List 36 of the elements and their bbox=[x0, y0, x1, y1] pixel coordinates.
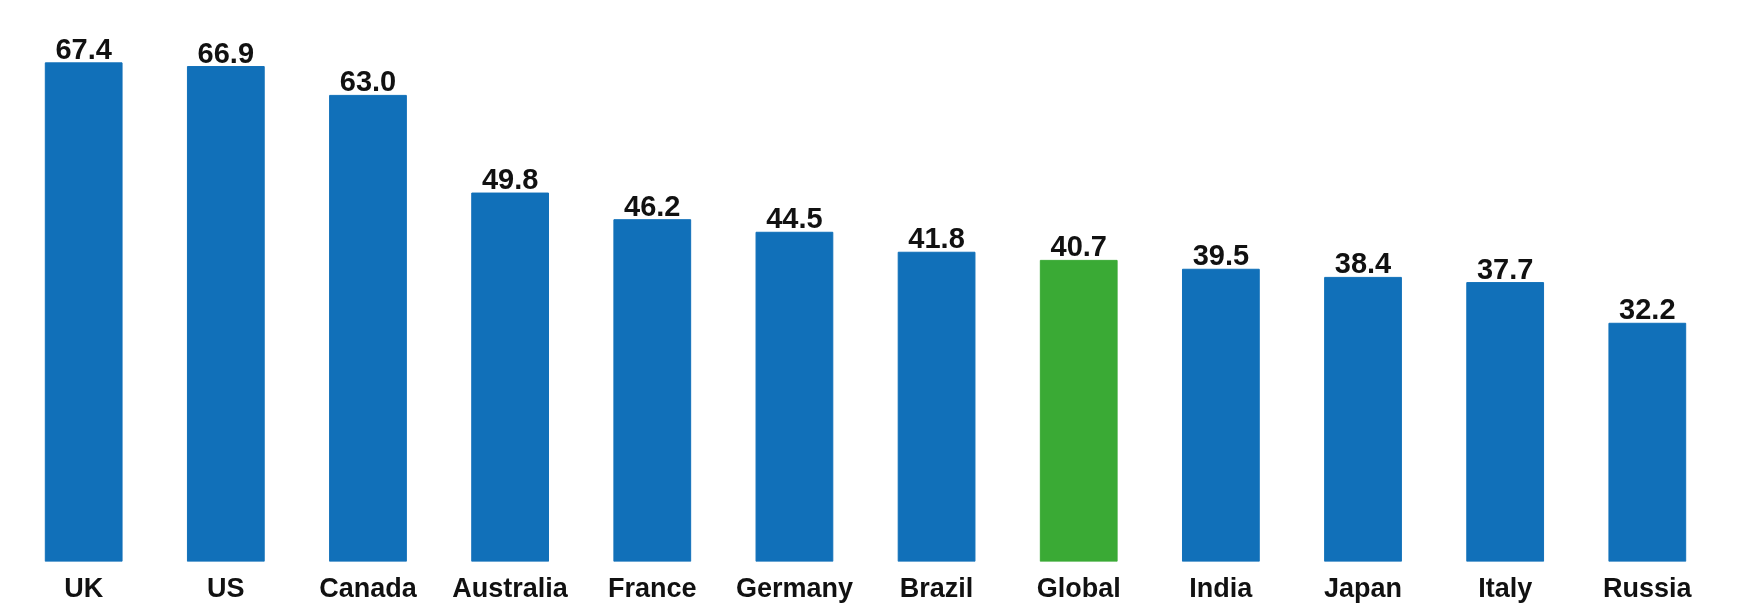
data-label: 38.4 bbox=[1334, 247, 1392, 280]
data-label: 39.5 bbox=[1192, 239, 1250, 272]
data-label: 37.7 bbox=[1476, 252, 1534, 285]
bar bbox=[897, 251, 976, 562]
bar bbox=[329, 94, 407, 562]
bar bbox=[44, 62, 123, 562]
x-tick-label: Italy bbox=[1478, 572, 1533, 603]
bar bbox=[471, 192, 550, 562]
bar bbox=[1181, 268, 1260, 562]
data-label: 40.7 bbox=[1050, 230, 1107, 263]
bar bbox=[186, 66, 265, 562]
bar bbox=[613, 219, 692, 562]
x-tick-label: UK bbox=[64, 572, 104, 603]
bar bbox=[755, 231, 834, 562]
data-label: 66.9 bbox=[197, 36, 255, 69]
x-tick-label: Brazil bbox=[899, 572, 974, 603]
x-tick-label: India bbox=[1189, 572, 1254, 603]
data-label: 67.4 bbox=[55, 32, 112, 65]
data-label: 63.0 bbox=[339, 65, 397, 98]
data-label: 32.2 bbox=[1619, 293, 1676, 326]
x-tick-label: Canada bbox=[319, 572, 418, 603]
data-label: 41.8 bbox=[908, 222, 965, 255]
bar bbox=[1466, 282, 1545, 562]
x-tick-label: Japan bbox=[1324, 572, 1403, 603]
bar bbox=[1324, 276, 1402, 562]
x-tick-label: France bbox=[608, 572, 697, 603]
x-tick-label: Global bbox=[1036, 572, 1121, 603]
data-label: 49.8 bbox=[481, 163, 539, 196]
data-label: 44.5 bbox=[766, 202, 823, 235]
x-tick-label: US bbox=[207, 572, 245, 603]
x-tick-label: Germany bbox=[735, 572, 853, 603]
bar bbox=[1608, 322, 1687, 562]
data-label: 46.2 bbox=[624, 189, 681, 222]
bar bbox=[1039, 259, 1118, 562]
x-tick-label: Australia bbox=[452, 572, 569, 603]
x-tick-label: Russia bbox=[1603, 572, 1693, 603]
